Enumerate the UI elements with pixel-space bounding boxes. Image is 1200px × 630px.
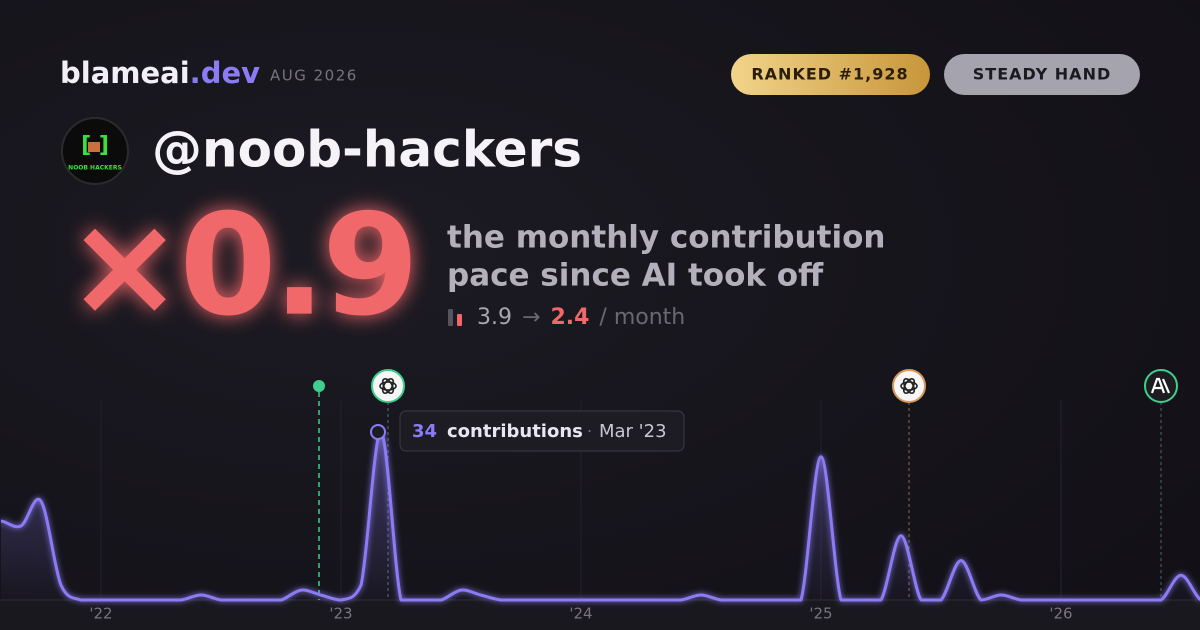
- pace-icon: [448, 309, 453, 326]
- tooltip-value: 34: [412, 421, 437, 442]
- style-badge-bg: [944, 54, 1140, 95]
- x-tick-label: '25: [809, 605, 832, 623]
- tooltip-separator: ·: [587, 422, 592, 441]
- x-tick-label: '24: [569, 605, 592, 623]
- brand-name: blameai: [60, 56, 190, 90]
- caption-line: the monthly contribution: [447, 220, 885, 256]
- pace-arrow: →: [522, 305, 540, 330]
- event-icon: [1144, 369, 1178, 403]
- axis-band: [0, 600, 1200, 630]
- plot: [0, 424, 1200, 602]
- tooltip-date: Mar '23: [599, 421, 667, 442]
- rank-badge-bg: [731, 54, 930, 95]
- contribution-line: [0, 430, 1200, 602]
- event-icon: [892, 369, 926, 403]
- handle: @noob-hackers: [152, 121, 582, 179]
- x-tick-label: '26: [1049, 605, 1072, 623]
- tooltip-label: contributions: [447, 421, 583, 442]
- tooltip-box: [399, 410, 685, 452]
- date: AUG 2026: [270, 67, 358, 85]
- tooltip: 34 contributions · Mar '23: [399, 410, 685, 452]
- highlight-point: [370, 424, 386, 440]
- avatar-figure: [88, 142, 100, 152]
- pace-before: 3.9: [477, 305, 512, 330]
- brand-tld: .dev: [190, 56, 260, 90]
- x-tick-label: '22: [89, 605, 112, 623]
- event-dot: [313, 380, 325, 392]
- avatar-label: NOOB HACKERS: [68, 165, 122, 172]
- style-badge: STEADY HAND: [973, 65, 1111, 84]
- pace-after: 2.4: [550, 305, 589, 330]
- multiplier: ×0.9: [66, 185, 415, 348]
- brand: blameai.dev: [60, 56, 260, 90]
- event-icon: [371, 369, 405, 403]
- x-tick-label: '23: [329, 605, 352, 623]
- rank-badge: RANKED #1,928: [751, 65, 908, 84]
- pace-unit: / month: [599, 305, 685, 330]
- pace: 3.9 → 2.4 / month: [477, 305, 685, 330]
- pace-icon: [457, 314, 462, 326]
- caption-line: pace since AI took off: [447, 258, 824, 294]
- line-area: [1, 431, 1200, 601]
